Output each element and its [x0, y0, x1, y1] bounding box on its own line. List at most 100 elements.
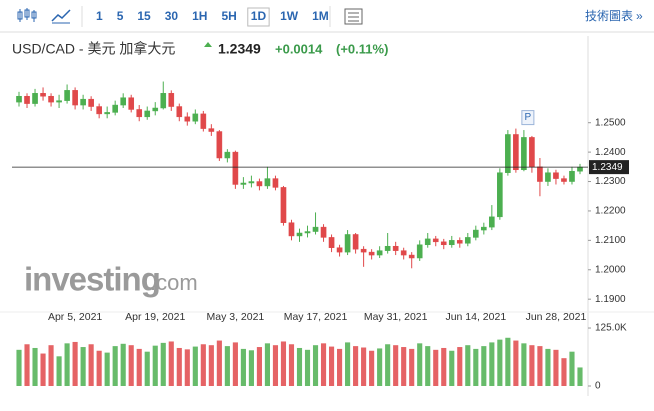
candle-body [152, 107, 159, 112]
interval-button[interactable]: 15 [137, 9, 151, 23]
candle-body [224, 151, 231, 159]
volume-bar [537, 346, 543, 386]
candle-body [352, 234, 359, 250]
candle-body [200, 113, 207, 129]
interval-button[interactable]: 1D [251, 9, 267, 23]
volume-bar [136, 348, 142, 386]
table-icon[interactable] [344, 8, 363, 25]
volume-bar [64, 343, 70, 386]
volume-bar [345, 342, 351, 386]
volume-bar [337, 348, 343, 386]
tools-link[interactable]: 技術圖表 [585, 9, 633, 23]
volume-bar [264, 343, 271, 386]
tools-arrow[interactable]: » [636, 9, 643, 23]
volume-bar [465, 345, 471, 386]
y-tick-label: 1.2400 [595, 147, 626, 158]
candle-body [120, 97, 127, 106]
candle-body [464, 237, 471, 244]
candle-body [248, 181, 255, 184]
volume-bar [417, 343, 423, 386]
watermark-suffix: .com [150, 270, 198, 295]
marker-box [521, 110, 535, 126]
candle-body [376, 250, 383, 256]
volume-bar [40, 353, 46, 386]
candle-body [16, 95, 22, 103]
candle-body [80, 98, 86, 106]
candle-body [328, 237, 335, 248]
interval-button[interactable]: 1H [192, 9, 207, 23]
candle-body [104, 112, 110, 115]
volume-bar [304, 349, 311, 386]
volume-bar [32, 347, 38, 386]
volume-bar [88, 344, 94, 386]
candle-body [96, 106, 102, 115]
interval-button[interactable]: 1W [280, 9, 299, 23]
candle-body [513, 134, 519, 171]
x-tick-label: Apr 19, 2021 [125, 311, 185, 323]
candle-body [296, 232, 303, 237]
candle-body [280, 187, 287, 223]
up-arrow [204, 42, 212, 47]
volume-tick-label: 125.0K [595, 323, 627, 334]
candle-body [440, 241, 447, 246]
volume-bar [545, 348, 551, 386]
symbol-title: USD/CAD - 美元 加拿大元 [12, 41, 175, 57]
line-icon[interactable] [51, 9, 71, 24]
volume-bar [176, 347, 182, 386]
volume-bar [280, 341, 287, 386]
candle-body [304, 231, 311, 234]
volume-bar [457, 347, 463, 386]
candle-body [489, 216, 495, 228]
volume-bar [216, 340, 222, 386]
volume-bar [24, 344, 30, 386]
volume-bar [505, 337, 511, 386]
volume-bar [569, 351, 575, 386]
volume-bar [377, 348, 383, 386]
candle-body [545, 172, 551, 182]
x-tick-label: Jun 14, 2021 [445, 311, 506, 323]
volume-bar [425, 346, 431, 386]
candle-body [88, 98, 94, 107]
candle-body [112, 104, 118, 113]
volume-bar [353, 346, 359, 386]
candle-body [48, 95, 54, 103]
candle-body [288, 222, 295, 237]
volume-bar [184, 349, 190, 386]
candle-body [24, 95, 30, 104]
volume-bar [521, 343, 527, 386]
candle-body [416, 244, 423, 259]
active-interval-box [247, 7, 270, 27]
interval-button[interactable]: 1M [312, 9, 329, 23]
candle-body [144, 110, 151, 118]
interval-button[interactable]: 5 [117, 9, 124, 23]
interval-button[interactable]: 5H [221, 9, 236, 23]
candle-body [184, 116, 191, 122]
volume-bar [481, 346, 487, 386]
candle-body [537, 166, 543, 182]
last-price-tag [589, 160, 629, 175]
volume-bar [192, 346, 198, 386]
candle-body [336, 247, 343, 253]
candle-body [168, 93, 175, 107]
volume-bar [232, 342, 238, 386]
candle-icon[interactable] [17, 8, 37, 22]
volume-bar [208, 345, 214, 386]
last-price: 1.2349 [218, 41, 261, 57]
candle-body [505, 134, 511, 173]
volume-bar [104, 352, 110, 386]
candle-body [256, 181, 263, 187]
candle-body [432, 238, 439, 243]
interval-button[interactable]: 1 [96, 9, 103, 23]
candle-body [320, 226, 327, 238]
candle-body [569, 170, 575, 182]
candle-body [521, 137, 527, 171]
x-tick-label: Apr 5, 2021 [48, 311, 102, 323]
candle-body [192, 113, 199, 122]
interval-button[interactable]: 30 [165, 9, 179, 23]
volume-bar [433, 349, 439, 386]
volume-bar [56, 356, 62, 386]
volume-bar [48, 345, 54, 386]
y-tick-label: 1.2100 [595, 235, 626, 246]
